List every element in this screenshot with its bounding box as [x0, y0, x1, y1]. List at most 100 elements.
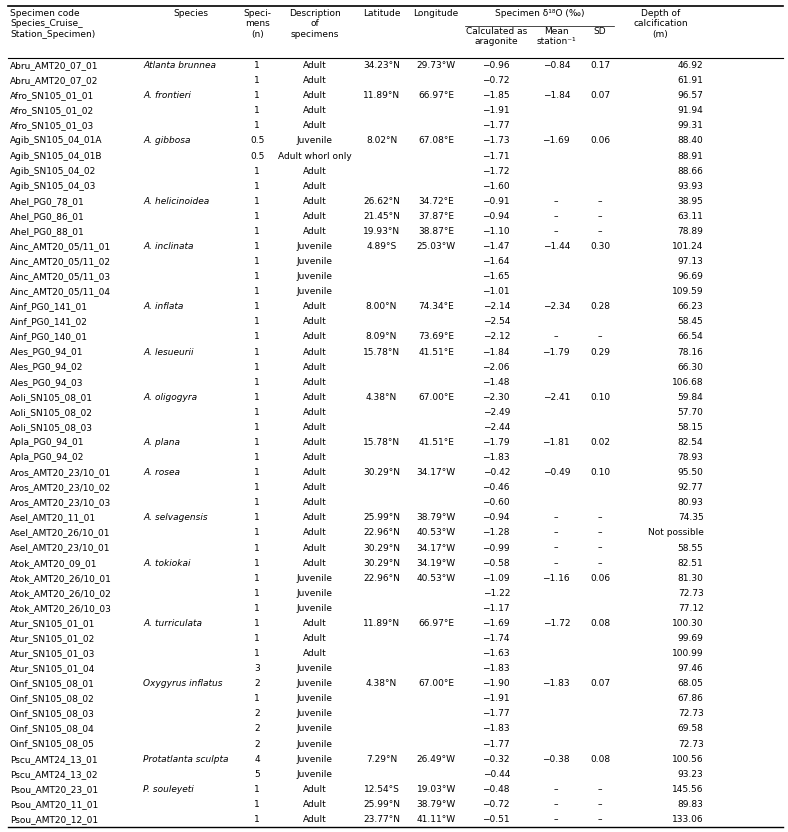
Text: 0.5: 0.5: [250, 136, 264, 146]
Text: −0.72: −0.72: [482, 76, 510, 85]
Text: 80.93: 80.93: [678, 498, 704, 508]
Text: Juvenile: Juvenile: [296, 740, 333, 749]
Text: 1: 1: [255, 558, 260, 567]
Text: –: –: [598, 227, 602, 236]
Text: Adult: Adult: [303, 393, 326, 402]
Text: Pscu_AMT24_13_01: Pscu_AMT24_13_01: [10, 755, 98, 764]
Text: Latitude: Latitude: [362, 9, 400, 18]
Text: Juvenile: Juvenile: [296, 679, 333, 688]
Text: Apla_PG0_94_01: Apla_PG0_94_01: [10, 438, 84, 447]
Text: 1: 1: [255, 543, 260, 552]
Text: Afro_SN105_01_03: Afro_SN105_01_03: [10, 121, 95, 131]
Text: 5: 5: [255, 770, 260, 779]
Text: A. inclinata: A. inclinata: [143, 242, 194, 251]
Text: Specimen δ¹⁸O (‰): Specimen δ¹⁸O (‰): [496, 9, 585, 18]
Text: −1.44: −1.44: [543, 242, 570, 251]
Text: 19.93°N: 19.93°N: [363, 227, 400, 236]
Text: −1.79: −1.79: [542, 348, 571, 357]
Text: 0.07: 0.07: [590, 679, 610, 688]
Text: 145.56: 145.56: [672, 785, 704, 794]
Text: −2.14: −2.14: [482, 302, 510, 311]
Text: 34.23°N: 34.23°N: [363, 61, 400, 70]
Text: 78.89: 78.89: [678, 227, 704, 236]
Text: 1: 1: [255, 212, 260, 220]
Text: Juvenile: Juvenile: [296, 755, 333, 764]
Text: 0.30: 0.30: [590, 242, 610, 251]
Text: Atlanta brunnea: Atlanta brunnea: [143, 61, 216, 70]
Text: 1: 1: [255, 378, 260, 387]
Text: Adult: Adult: [303, 166, 326, 176]
Text: 1: 1: [255, 333, 260, 341]
Text: 0.28: 0.28: [590, 302, 610, 311]
Text: 4.38°N: 4.38°N: [366, 393, 397, 402]
Text: 0.08: 0.08: [590, 755, 610, 764]
Text: A. rosea: A. rosea: [143, 468, 180, 478]
Text: −1.65: −1.65: [482, 272, 510, 281]
Text: Calculated as
aragonite: Calculated as aragonite: [466, 27, 527, 46]
Text: –: –: [554, 212, 559, 220]
Text: 67.86: 67.86: [678, 695, 704, 703]
Text: −1.74: −1.74: [482, 634, 510, 643]
Text: –: –: [598, 815, 602, 824]
Text: 19.03°W: 19.03°W: [417, 785, 455, 794]
Text: −2.12: −2.12: [482, 333, 510, 341]
Text: 34.17°W: 34.17°W: [417, 543, 455, 552]
Text: 38.95: 38.95: [678, 196, 704, 206]
Text: Juvenile: Juvenile: [296, 604, 333, 613]
Text: 101.24: 101.24: [672, 242, 704, 251]
Text: 1: 1: [255, 302, 260, 311]
Text: 59.84: 59.84: [678, 393, 704, 402]
Text: 88.66: 88.66: [678, 166, 704, 176]
Text: −2.41: −2.41: [543, 393, 570, 402]
Text: A. frontieri: A. frontieri: [143, 92, 191, 100]
Text: Adult: Adult: [303, 528, 326, 537]
Text: 100.30: 100.30: [672, 619, 704, 628]
Text: 1: 1: [255, 272, 260, 281]
Text: Juvenile: Juvenile: [296, 695, 333, 703]
Text: Adult whorl only: Adult whorl only: [277, 151, 351, 161]
Text: 4.38°N: 4.38°N: [366, 679, 397, 688]
Text: Atok_AMT20_26/10_02: Atok_AMT20_26/10_02: [10, 589, 112, 597]
Text: 1: 1: [255, 649, 260, 658]
Text: 0.10: 0.10: [590, 393, 610, 402]
Text: Specimen code
Species_Cruise_
Station_Specimen): Specimen code Species_Cruise_ Station_Sp…: [10, 9, 95, 39]
Text: 1: 1: [255, 800, 260, 809]
Text: 11.89°N: 11.89°N: [363, 92, 400, 100]
Text: Afro_SN105_01_01: Afro_SN105_01_01: [10, 92, 95, 100]
Text: 73.69°E: 73.69°E: [418, 333, 454, 341]
Text: 66.30: 66.30: [678, 363, 704, 372]
Text: Psou_AMT20_11_01: Psou_AMT20_11_01: [10, 800, 98, 809]
Text: 91.94: 91.94: [678, 106, 704, 116]
Text: 25.99°N: 25.99°N: [363, 513, 400, 522]
Text: 2: 2: [255, 725, 260, 734]
Text: 1: 1: [255, 589, 260, 597]
Text: −1.69: −1.69: [542, 136, 571, 146]
Text: 30.29°N: 30.29°N: [363, 558, 400, 567]
Text: 100.56: 100.56: [672, 755, 704, 764]
Text: Mean
station⁻¹: Mean station⁻¹: [537, 27, 576, 46]
Text: Ahel_PG0_78_01: Ahel_PG0_78_01: [10, 196, 85, 206]
Text: −0.84: −0.84: [543, 61, 570, 70]
Text: 78.16: 78.16: [678, 348, 704, 357]
Text: Adult: Adult: [303, 483, 326, 493]
Text: 1: 1: [255, 363, 260, 372]
Text: Ainf_PG0_141_01: Ainf_PG0_141_01: [10, 302, 88, 311]
Text: −1.71: −1.71: [482, 151, 510, 161]
Text: Ahel_PG0_86_01: Ahel_PG0_86_01: [10, 212, 85, 220]
Text: −1.09: −1.09: [482, 574, 510, 582]
Text: −0.99: −0.99: [482, 543, 510, 552]
Text: Juvenile: Juvenile: [296, 287, 333, 296]
Text: 1: 1: [255, 287, 260, 296]
Text: 0.29: 0.29: [590, 348, 610, 357]
Text: −1.10: −1.10: [482, 227, 510, 236]
Text: 0.17: 0.17: [590, 61, 610, 70]
Text: –: –: [598, 800, 602, 809]
Text: 1: 1: [255, 257, 260, 266]
Text: Oinf_SN105_08_02: Oinf_SN105_08_02: [10, 695, 95, 703]
Text: −1.83: −1.83: [542, 679, 571, 688]
Text: −1.72: −1.72: [482, 166, 510, 176]
Text: Adult: Adult: [303, 785, 326, 794]
Text: 72.73: 72.73: [678, 589, 704, 597]
Text: −1.16: −1.16: [542, 574, 571, 582]
Text: 1: 1: [255, 181, 260, 191]
